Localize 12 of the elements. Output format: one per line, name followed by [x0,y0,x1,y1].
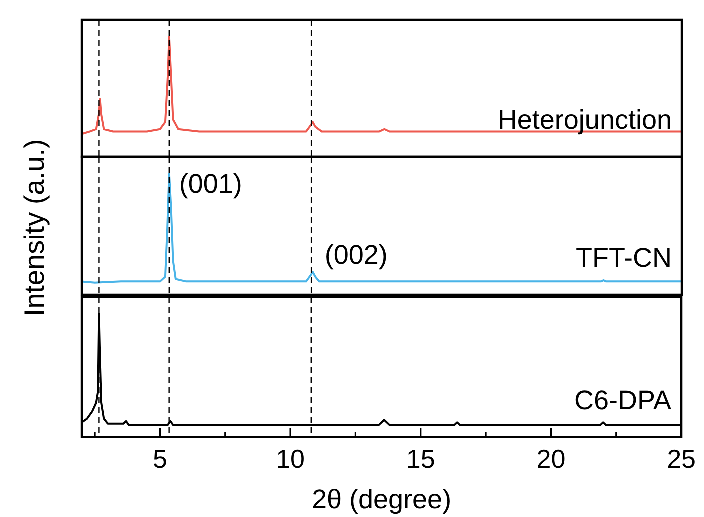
x-tick-label: 5 [152,444,168,474]
annotation: (001) [179,168,242,199]
series-label: Heterojunction [498,105,672,135]
series-label: TFT-CN [576,243,672,273]
x-tick-label: 15 [406,444,436,474]
x-tick-label: 10 [276,444,305,474]
x-axis-title: 2θ (degree) [312,484,452,514]
annotation: (002) [324,240,388,270]
x-tick-label: 20 [536,444,566,474]
series-label: C6-DPA [574,385,672,416]
x-tick-label: 25 [667,444,696,474]
y-axis-title: Intensity (a.u.) [19,139,51,317]
